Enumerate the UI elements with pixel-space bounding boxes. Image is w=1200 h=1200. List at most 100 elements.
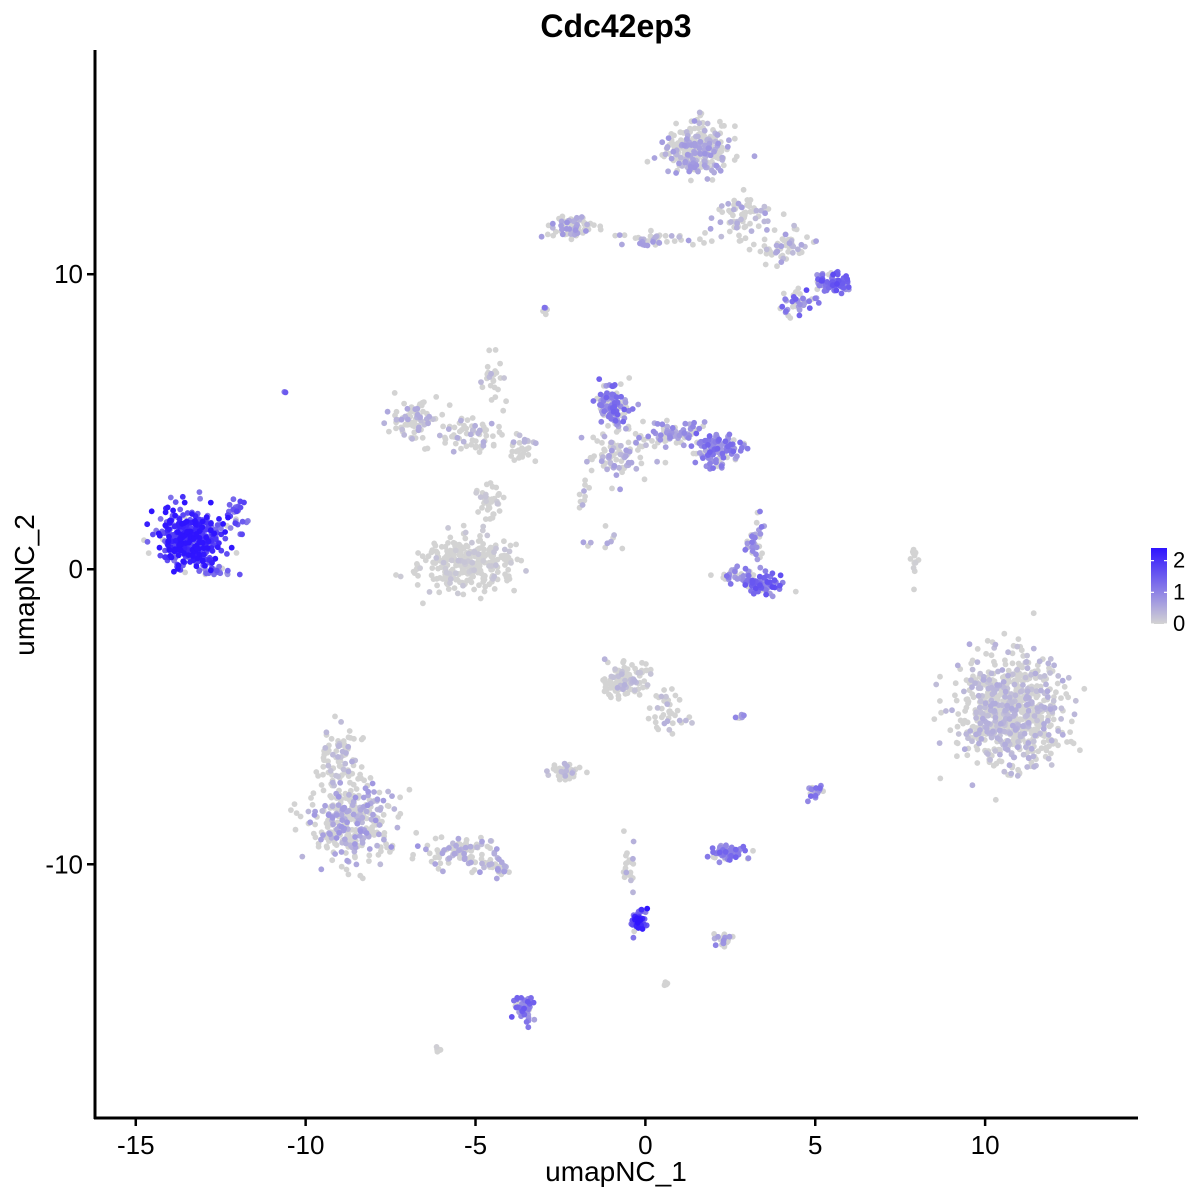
cell-point [1063, 691, 1070, 697]
cell-point [320, 763, 327, 770]
cell-point [435, 565, 441, 572]
cell-point [1068, 718, 1075, 725]
cell-point [798, 241, 805, 248]
cell-point [352, 841, 358, 847]
cell-point [758, 524, 765, 530]
cell-point [377, 807, 383, 813]
cell-point [658, 693, 665, 700]
cell-point [1033, 688, 1040, 695]
cell-point [525, 445, 532, 451]
cell-point [989, 728, 996, 735]
cell-point [591, 222, 597, 229]
cell-point [166, 547, 173, 553]
cell-point [207, 499, 214, 506]
cell-point [446, 855, 453, 862]
cell-point [673, 439, 680, 446]
cell-point [668, 155, 675, 162]
cell-point [954, 740, 961, 747]
cell-point [662, 444, 669, 450]
cell-point [943, 708, 949, 714]
cell-point [1035, 723, 1042, 730]
cell-point [233, 550, 240, 556]
cell-point [628, 877, 634, 884]
cell-point [616, 464, 622, 471]
cell-point [488, 370, 494, 377]
cell-point [531, 1016, 538, 1023]
cell-point [501, 375, 507, 381]
cell-point [601, 656, 608, 663]
cell-point [359, 814, 366, 821]
cell-point [730, 212, 736, 219]
cell-point [838, 290, 845, 297]
cell-point [739, 204, 745, 211]
cell-point [691, 118, 698, 124]
cell-point [203, 514, 210, 521]
cell-point [220, 521, 227, 527]
cell-point [912, 559, 919, 566]
cell-point [398, 416, 405, 423]
cell-point [646, 705, 653, 711]
cell-point [473, 489, 480, 496]
cell-point [476, 449, 483, 455]
cell-point [399, 426, 406, 433]
cell-point [608, 447, 615, 454]
cell-point [288, 807, 294, 813]
color-legend: 0 1 2 [1151, 548, 1185, 636]
cell-point [726, 933, 733, 940]
cell-point [313, 769, 320, 775]
cell-point [695, 168, 701, 175]
cell-point [426, 413, 433, 420]
cell-point [983, 650, 989, 657]
cell-point [579, 502, 586, 508]
cell-point [352, 854, 358, 861]
cell-point [170, 507, 177, 514]
cell-point [393, 572, 399, 578]
cell-point [458, 417, 464, 424]
cell-point [482, 493, 489, 500]
cell-point [354, 820, 361, 827]
cell-point [477, 595, 484, 602]
cell-point [705, 442, 711, 448]
cell-point [516, 439, 523, 446]
cell-point [969, 684, 975, 690]
cell-point [782, 231, 789, 238]
cell-point [391, 390, 398, 396]
cell-point [230, 496, 237, 503]
cell-point [1024, 712, 1030, 719]
cell-point [789, 249, 796, 256]
cell-point [496, 490, 502, 497]
cell-point [581, 497, 588, 504]
cell-point [1009, 671, 1016, 678]
cell-point [1045, 694, 1051, 700]
cell-point [544, 768, 550, 774]
cell-point [413, 829, 420, 836]
cell-point [952, 680, 959, 687]
cell-point [739, 444, 745, 451]
cell-point [357, 771, 363, 778]
cell-point [1032, 675, 1039, 681]
cell-point [479, 838, 485, 845]
cell-point [222, 529, 229, 535]
cell-point [1038, 687, 1044, 694]
cell-point [954, 662, 961, 669]
cell-point [618, 393, 624, 400]
cell-point [629, 406, 636, 412]
cell-point [425, 420, 431, 427]
cell-point [483, 481, 490, 488]
cell-point [604, 466, 610, 473]
cell-point [779, 303, 786, 310]
cell-point [745, 855, 752, 862]
cell-point [305, 808, 312, 815]
cell-point [705, 145, 712, 152]
cell-point [572, 227, 579, 234]
cell-point [792, 588, 799, 595]
cell-point [328, 794, 335, 801]
cell-point [333, 812, 340, 818]
cell-point [757, 582, 763, 588]
cell-point [620, 418, 627, 425]
cell-point [782, 296, 789, 303]
cell-point [483, 498, 489, 504]
cell-point [806, 305, 813, 311]
cell-point [790, 303, 796, 310]
cell-point [722, 438, 729, 445]
